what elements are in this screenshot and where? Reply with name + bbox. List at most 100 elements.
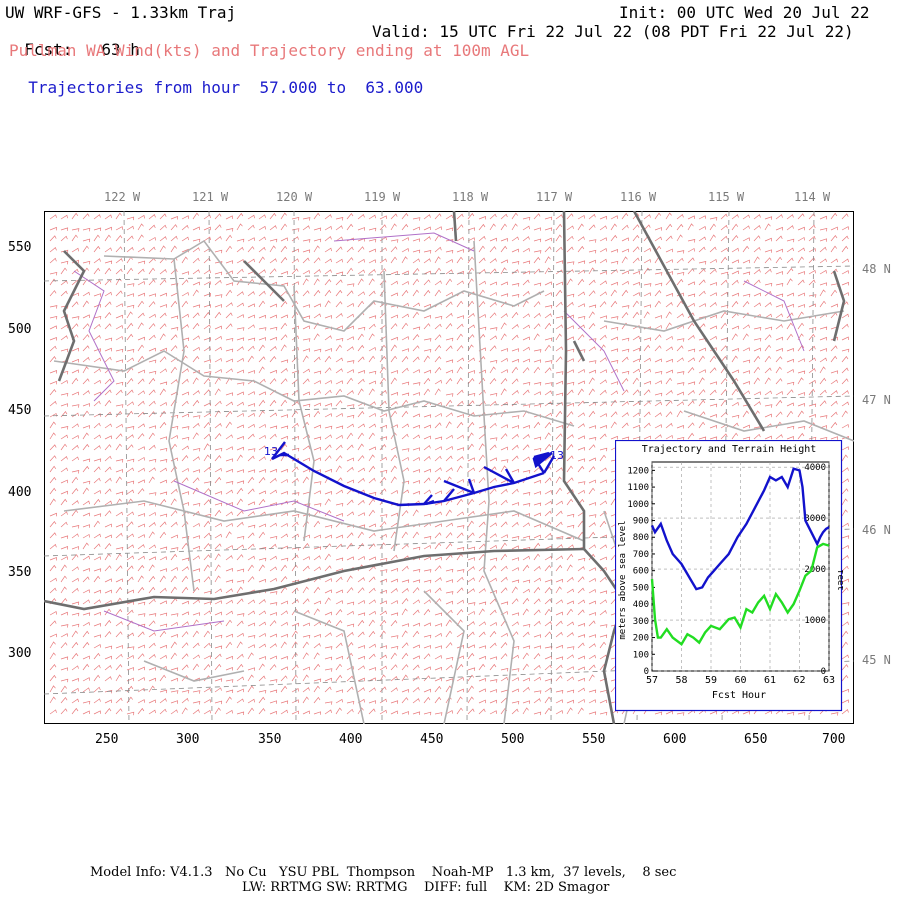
wind-barb: [258, 378, 266, 385]
wind-barb: [126, 467, 134, 473]
wind-barb: [841, 446, 850, 451]
wind-barb: [830, 411, 838, 418]
wind-barb: [621, 224, 629, 231]
wind-barb: [687, 422, 695, 429]
wind-barb: [126, 511, 134, 517]
wind-barb: [643, 357, 651, 363]
wind-barb: [49, 521, 57, 528]
wind-barb: [71, 665, 79, 671]
wind-barb: [49, 421, 56, 429]
wind-barb: [423, 556, 432, 561]
wind-barb: [731, 270, 740, 275]
wind-barb: [181, 215, 190, 220]
wind-barb: [434, 455, 442, 462]
wind-barb: [423, 250, 432, 254]
wind-barb: [687, 223, 694, 231]
wind-barb: [313, 586, 321, 594]
wind-barb: [159, 644, 168, 649]
wind-barb: [500, 322, 507, 330]
wind-barb: [346, 524, 355, 528]
wind-barb: [467, 546, 476, 551]
wind-barb: [500, 357, 508, 363]
wind-barb: [280, 655, 288, 660]
wind-barb: [247, 576, 255, 583]
wind-barb: [148, 267, 156, 275]
wind-barb: [841, 378, 849, 385]
wind-barb: [115, 381, 124, 386]
wind-barb: [335, 344, 342, 352]
wind-barb: [104, 630, 112, 638]
wind-barb: [489, 522, 497, 528]
wind-barb: [126, 401, 134, 407]
wind-barb: [137, 613, 146, 617]
wind-barb: [258, 531, 266, 539]
wind-barb: [819, 389, 827, 396]
wind-barb: [170, 498, 177, 506]
wind-barb: [676, 234, 683, 242]
wind-barb: [467, 631, 475, 638]
wind-barb: [159, 612, 168, 617]
wind-barb: [698, 411, 706, 418]
wind-barb: [214, 553, 221, 561]
wind-barb: [445, 312, 453, 319]
wind-barb: [533, 664, 541, 671]
wind-barb: [181, 378, 189, 385]
wind-barb: [423, 696, 431, 704]
wind-barb: [599, 447, 608, 452]
wind-barb: [489, 444, 497, 451]
wind-barb: [170, 641, 177, 649]
wind-barb: [148, 685, 155, 693]
wind-barb: [390, 600, 399, 605]
wind-barb: [742, 279, 750, 286]
wind-barb: [412, 238, 420, 242]
wind-barb: [335, 698, 343, 704]
wind-barb: [643, 344, 651, 352]
wind-barb: [500, 632, 508, 638]
wind-barb: [401, 270, 410, 275]
wind-barb: [159, 654, 167, 660]
wind-barb: [566, 235, 574, 242]
wind-barb: [390, 652, 397, 660]
wind-barb: [555, 620, 563, 627]
wind-barb: [841, 478, 849, 484]
wind-barb: [511, 586, 518, 594]
wind-barb: [786, 303, 795, 308]
wind-barb: [137, 687, 145, 693]
wind-barb: [60, 511, 68, 517]
wind-barb: [786, 238, 795, 243]
wind-barb: [258, 675, 266, 682]
wind-barb: [500, 465, 507, 473]
wind-barb: [390, 554, 398, 561]
wind-barb: [346, 369, 355, 374]
wind-barb: [104, 347, 113, 352]
wind-barb: [390, 344, 397, 352]
wind-barb: [60, 611, 69, 616]
wind-barb: [566, 544, 574, 550]
wind-barb: [390, 246, 398, 253]
wind-barb: [280, 500, 288, 506]
wind-barb: [610, 360, 619, 364]
wind-barb: [841, 509, 848, 517]
wind-barb: [632, 300, 639, 308]
wind-barb: [555, 710, 564, 715]
wind-barb: [379, 224, 387, 231]
wind-barb: [71, 687, 79, 693]
wind-barb: [214, 369, 222, 374]
wind-barb: [478, 588, 486, 594]
wind-barb: [412, 382, 421, 386]
wind-barb: [93, 258, 101, 264]
wind-barb: [621, 337, 630, 342]
wind-barb: [588, 444, 596, 451]
wind-barb: [137, 260, 146, 265]
wind-barb: [60, 697, 68, 704]
wind-barb: [544, 532, 552, 539]
wind-barb: [159, 224, 167, 231]
wind-barb: [841, 488, 849, 495]
wind-barb: [467, 237, 476, 242]
wind-barb: [60, 564, 67, 572]
wind-barb: [159, 436, 167, 440]
wind-barb: [302, 225, 310, 231]
wind-barb: [621, 237, 630, 242]
wind-barb: [577, 260, 586, 264]
wind-barb: [82, 687, 90, 693]
